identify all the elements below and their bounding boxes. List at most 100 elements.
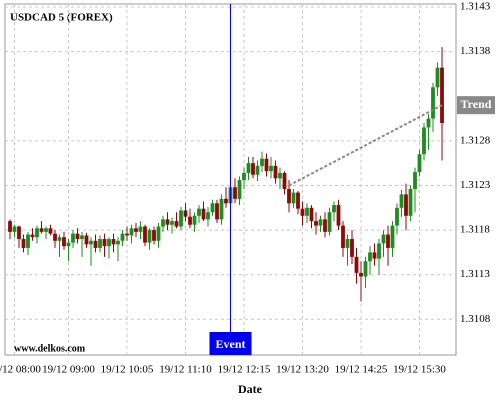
candle-body — [408, 189, 413, 216]
x-tick-label: 19/12 12:15 — [218, 364, 271, 376]
candle-body — [255, 165, 260, 175]
candle-body — [210, 203, 215, 213]
candle-body — [215, 203, 219, 220]
candle-body — [233, 187, 237, 199]
candle-body — [246, 163, 251, 173]
candle-body — [17, 226, 21, 239]
candle-body — [147, 230, 152, 243]
watermark: www.delkos.com — [14, 343, 86, 354]
candle-body — [377, 243, 381, 259]
candle-body — [134, 228, 138, 232]
candle-body — [309, 207, 314, 222]
candle-body — [143, 226, 147, 243]
candle-body — [287, 189, 291, 204]
candle-body — [107, 239, 111, 247]
candle-body — [98, 239, 102, 248]
candle-body — [75, 233, 80, 239]
candle-body — [188, 216, 192, 225]
candle-body — [260, 158, 264, 166]
candle-body — [26, 234, 30, 248]
candle-body — [39, 228, 44, 232]
x-tick-label: 19/12 15:30 — [393, 364, 446, 376]
x-tick-label: 19/12 13:20 — [276, 364, 329, 376]
candle-body — [53, 233, 57, 241]
candle-body — [138, 226, 143, 232]
candle-body — [305, 207, 309, 216]
candle-body — [102, 239, 107, 247]
candle-body — [381, 234, 386, 244]
candle-body — [84, 235, 89, 245]
candle-body — [422, 127, 426, 155]
candle-body — [170, 221, 174, 225]
candle-body — [345, 239, 350, 248]
candle-body — [390, 225, 395, 248]
candle-body — [363, 261, 368, 277]
candle-body — [431, 87, 435, 119]
candle-body — [62, 237, 66, 247]
candle-body — [399, 194, 404, 208]
x-tick-label: 19/12 10:05 — [101, 364, 154, 376]
candle-body — [251, 163, 255, 175]
event-label: Event — [216, 337, 246, 351]
candle-body — [80, 235, 84, 239]
candle-body — [336, 205, 341, 226]
trend-label-box — [457, 96, 495, 115]
candle-body — [129, 228, 134, 236]
candle-body — [201, 208, 206, 220]
event-label-box — [209, 332, 252, 355]
candle-body — [66, 242, 71, 247]
x-tick-label: 19/12 11:10 — [159, 364, 212, 376]
candle-body — [269, 165, 273, 172]
candle-body — [242, 172, 246, 181]
candle-body — [426, 118, 431, 128]
candle-body — [35, 228, 39, 238]
candle-body — [435, 67, 440, 88]
candle-body — [314, 221, 318, 226]
candle-body — [404, 194, 408, 216]
candle-body — [318, 219, 323, 226]
candle-body — [192, 215, 197, 225]
candle-body — [206, 212, 210, 220]
x-axis-label: Date — [238, 382, 263, 396]
candle-body — [440, 67, 444, 123]
candle-body — [332, 205, 336, 213]
candle-body — [264, 158, 269, 172]
candle-body — [93, 240, 98, 248]
candle-body — [368, 252, 372, 262]
candle-body — [111, 239, 116, 245]
candle-body — [89, 240, 93, 245]
candle-body — [116, 240, 120, 245]
candle-body — [237, 180, 242, 199]
candle-body — [417, 154, 422, 173]
y-tick-label: 1.3143 — [460, 1, 491, 13]
x-tick-label: 19/12 08:00 — [0, 364, 41, 376]
candle-body — [8, 221, 12, 232]
candle-body — [341, 225, 345, 248]
y-tick-label: 1.3113 — [460, 268, 490, 280]
candle-body — [224, 198, 228, 204]
candle-body — [395, 207, 399, 226]
candle-body — [350, 239, 354, 257]
x-tick-label: 19/12 09:00 — [42, 364, 95, 376]
candle-body — [372, 252, 377, 259]
candle-body — [359, 272, 363, 277]
candle-body — [413, 172, 417, 190]
candle-body — [174, 221, 179, 227]
candle-body — [282, 172, 287, 190]
candle-body — [161, 219, 165, 227]
candle-body — [291, 192, 296, 204]
y-tick-label: 1.3118 — [460, 224, 490, 236]
candle-body — [296, 192, 300, 209]
candle-body — [327, 212, 332, 232]
candle-body — [219, 198, 224, 220]
candle-body — [30, 234, 35, 238]
candle-body — [323, 219, 327, 232]
y-tick-label: 1.3123 — [460, 179, 491, 191]
candle-body — [57, 237, 62, 241]
candle-body — [44, 228, 48, 232]
candle-body — [21, 239, 26, 248]
trend-label: Trend — [461, 97, 492, 111]
candle-body — [197, 208, 201, 216]
candle-body — [183, 210, 188, 217]
